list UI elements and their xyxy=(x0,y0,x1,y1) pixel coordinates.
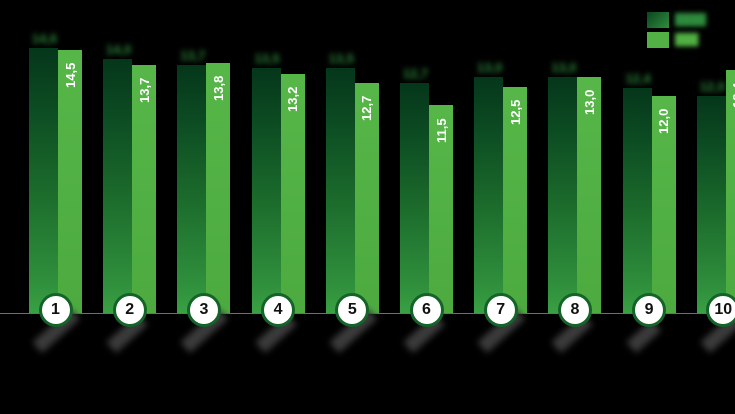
bar-light xyxy=(280,73,305,313)
rank-badge-4[interactable]: 4 xyxy=(261,293,296,327)
bar-value-label-dark: 13,5 xyxy=(254,51,280,67)
bar-value-label-dark: 12,7 xyxy=(402,65,429,81)
bar-dark xyxy=(474,77,504,313)
bar-light xyxy=(429,104,453,313)
bar-light xyxy=(206,62,231,313)
bar-light xyxy=(132,64,157,313)
bar-value-label-dark: 13,0 xyxy=(477,60,503,76)
bar-dark xyxy=(548,77,578,313)
bar-group: 12,0 13,4 xyxy=(696,70,735,313)
bar-value-label-light: 13,0 xyxy=(581,90,597,116)
bar-dark xyxy=(325,68,355,313)
bar-light xyxy=(577,77,602,313)
legend-swatch-light-icon xyxy=(647,32,669,48)
bar-dark xyxy=(696,95,726,313)
bar-value-label-dark: 13,0 xyxy=(551,60,577,76)
bar-dark xyxy=(622,88,652,313)
legend-label-dark: ████ xyxy=(675,14,707,26)
bar-group: 12,7 11,5 xyxy=(400,67,453,313)
rank-badge-3[interactable]: 3 xyxy=(186,293,221,327)
legend-swatch-dark-icon xyxy=(647,12,669,28)
bar-dark xyxy=(103,59,133,313)
bar-value-label-light: 12,5 xyxy=(507,99,523,125)
bar-value-label-light: 13,2 xyxy=(285,86,301,112)
bar-light xyxy=(354,82,379,313)
chart-legend: ████ ███ xyxy=(647,12,725,52)
bar-group: 13,0 12,5 xyxy=(474,61,528,313)
rank-badge-6[interactable]: 6 xyxy=(409,293,444,327)
bar-value-label-dark: 13,5 xyxy=(328,51,354,67)
rank-badge-9[interactable]: 9 xyxy=(632,293,667,327)
bar-group: 13,7 13,8 xyxy=(177,49,231,313)
bar-value-label-dark: 14,6 xyxy=(31,31,58,47)
bar-value-label-light: 13,7 xyxy=(136,77,152,103)
legend-label-light: ███ xyxy=(675,34,699,46)
bar-value-label-light: 13,4 xyxy=(730,82,735,109)
rank-badge-2[interactable]: 2 xyxy=(112,293,147,327)
bar-group: 13,5 13,2 xyxy=(251,52,305,313)
bar-value-label-dark: 12,0 xyxy=(699,78,725,94)
bar-group: 14,6 14,5 xyxy=(29,32,82,313)
bar-value-label-light: 12,7 xyxy=(359,95,375,121)
bar-light xyxy=(725,70,735,313)
bar-value-label-light: 11,5 xyxy=(433,118,449,143)
legend-entry-light: ███ xyxy=(647,32,725,48)
bar-light xyxy=(651,95,676,313)
rank-badge-10[interactable]: 10 xyxy=(706,293,735,327)
bar-value-label-light: 13,8 xyxy=(210,75,226,101)
rank-badge-7[interactable]: 7 xyxy=(483,293,518,327)
bar-group: 14,0 13,7 xyxy=(103,43,157,313)
bar-value-label-light: 14,5 xyxy=(62,62,78,89)
bar-value-label-light: 12,0 xyxy=(656,108,672,134)
rank-badge-5[interactable]: 5 xyxy=(335,293,370,327)
bar-dark xyxy=(29,48,58,313)
bar-value-label-dark: 12,4 xyxy=(625,71,651,87)
bar-value-label-dark: 13,7 xyxy=(180,47,206,63)
rank-badge-8[interactable]: 8 xyxy=(557,293,592,327)
bar-dark xyxy=(177,64,207,313)
bar-dark xyxy=(251,68,281,313)
bar-value-label-dark: 14,0 xyxy=(106,42,132,58)
bar-group: 13,5 12,7 xyxy=(325,52,379,313)
bar-light xyxy=(58,50,82,313)
bar-light xyxy=(503,86,528,313)
bar-group: 13,0 13,0 xyxy=(548,61,602,313)
bar-group: 12,4 12,0 xyxy=(622,72,676,313)
rank-badge-1[interactable]: 1 xyxy=(38,293,73,327)
bar-dark xyxy=(400,82,429,313)
legend-entry-dark: ████ xyxy=(647,12,725,28)
